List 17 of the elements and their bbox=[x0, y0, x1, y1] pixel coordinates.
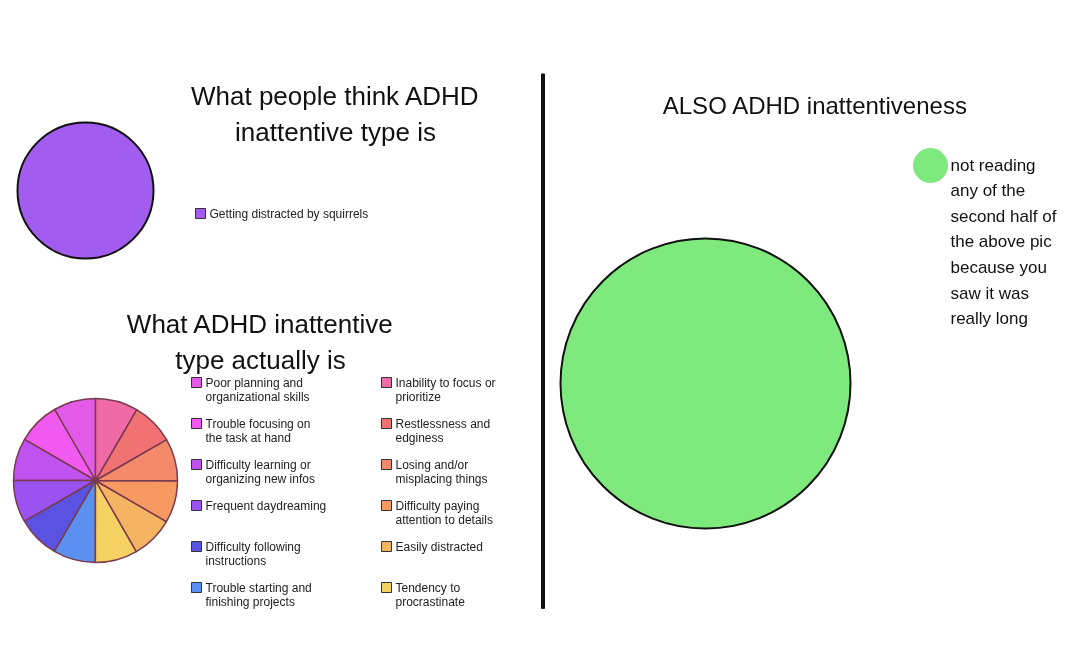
legend-label: Easily distracted bbox=[395, 539, 483, 554]
legend-label: Getting distracted by squirrels bbox=[209, 206, 369, 221]
chart-title: What people think ADHD inattentive type is bbox=[190, 80, 479, 147]
legend-label: Losing and/or misplacing things bbox=[395, 457, 488, 486]
legend-label: Difficulty learning or organizing new infos bbox=[205, 457, 315, 486]
legend-label: Difficulty paying attention to details bbox=[395, 498, 493, 527]
legend-label: Restlessness and edginess bbox=[395, 416, 491, 445]
legend-label: Tendency to procrastinate bbox=[395, 580, 466, 609]
legend-label: not reading any of the second half of the above pic because you saw it was really long bbox=[950, 155, 1057, 329]
chart-title: ALSO ADHD inattentiveness bbox=[662, 92, 967, 119]
legend-label: Inability to focus or prioritize bbox=[395, 375, 496, 404]
text: What ADHD inattentive type actually is bbox=[126, 308, 393, 375]
legend-label: Difficulty following instructions bbox=[205, 539, 301, 568]
legend-label: Frequent daydreaming bbox=[205, 498, 327, 513]
legend-label: Poor planning and organizational skills bbox=[205, 375, 310, 404]
legend-label: Trouble starting and finishing projects bbox=[205, 580, 312, 609]
legend-label: Trouble focusing on the task at hand bbox=[205, 416, 311, 445]
